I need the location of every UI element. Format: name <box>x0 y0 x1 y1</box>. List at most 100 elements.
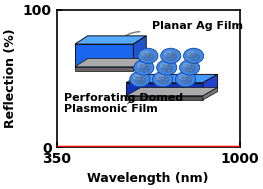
Circle shape <box>169 64 171 66</box>
Circle shape <box>145 70 147 71</box>
Text: Planar Ag Film: Planar Ag Film <box>152 21 243 31</box>
Circle shape <box>164 50 173 57</box>
Circle shape <box>192 64 194 66</box>
Circle shape <box>137 62 145 69</box>
Circle shape <box>133 74 141 80</box>
Polygon shape <box>75 44 133 67</box>
Circle shape <box>190 70 193 71</box>
Circle shape <box>166 53 169 54</box>
Circle shape <box>147 54 149 55</box>
Circle shape <box>130 72 150 87</box>
Circle shape <box>165 79 168 80</box>
Circle shape <box>173 53 175 54</box>
Circle shape <box>164 81 165 83</box>
Circle shape <box>150 53 152 54</box>
Circle shape <box>170 67 171 69</box>
Circle shape <box>188 76 190 77</box>
Circle shape <box>193 67 194 69</box>
Circle shape <box>160 62 168 69</box>
Circle shape <box>183 62 191 69</box>
Circle shape <box>163 64 164 66</box>
Circle shape <box>181 76 183 77</box>
Circle shape <box>166 66 168 67</box>
Circle shape <box>168 58 170 60</box>
Circle shape <box>162 64 173 73</box>
Circle shape <box>151 55 153 57</box>
Circle shape <box>180 60 200 75</box>
Polygon shape <box>133 36 146 67</box>
Circle shape <box>162 67 164 69</box>
Polygon shape <box>75 67 133 71</box>
Circle shape <box>181 76 192 84</box>
Circle shape <box>186 81 188 83</box>
Y-axis label: Reflection (%): Reflection (%) <box>4 29 17 128</box>
Circle shape <box>158 79 160 80</box>
Circle shape <box>189 55 191 57</box>
Circle shape <box>140 64 142 66</box>
Circle shape <box>164 70 166 71</box>
Polygon shape <box>126 74 218 83</box>
Circle shape <box>141 50 150 57</box>
Circle shape <box>145 58 147 60</box>
Circle shape <box>187 70 189 71</box>
Circle shape <box>189 66 191 67</box>
Circle shape <box>138 48 158 63</box>
Circle shape <box>156 74 164 80</box>
Circle shape <box>183 81 185 83</box>
Polygon shape <box>133 59 146 71</box>
Circle shape <box>135 79 137 80</box>
Polygon shape <box>75 59 146 67</box>
Circle shape <box>179 74 187 80</box>
Polygon shape <box>126 96 203 100</box>
Circle shape <box>188 79 190 80</box>
Circle shape <box>161 48 181 63</box>
Circle shape <box>166 53 177 61</box>
Circle shape <box>191 58 193 60</box>
Circle shape <box>136 76 138 77</box>
Circle shape <box>143 55 145 57</box>
Circle shape <box>160 81 162 83</box>
Circle shape <box>149 58 151 60</box>
Circle shape <box>184 48 204 63</box>
Circle shape <box>189 53 200 61</box>
Circle shape <box>139 67 141 69</box>
Circle shape <box>187 50 195 57</box>
Circle shape <box>181 79 183 80</box>
Circle shape <box>143 79 145 80</box>
Circle shape <box>185 64 187 66</box>
Circle shape <box>174 55 176 57</box>
Circle shape <box>141 81 143 83</box>
Circle shape <box>175 72 196 87</box>
Text: Perforating Domed
Plasmonic Film: Perforating Domed Plasmonic Film <box>64 93 183 114</box>
Circle shape <box>146 64 148 66</box>
Circle shape <box>185 67 187 69</box>
Circle shape <box>193 54 195 55</box>
Circle shape <box>144 53 146 54</box>
Circle shape <box>189 53 191 54</box>
Circle shape <box>157 60 177 75</box>
Circle shape <box>194 58 196 60</box>
Polygon shape <box>126 88 218 96</box>
Circle shape <box>159 76 160 77</box>
Polygon shape <box>75 36 146 44</box>
Circle shape <box>196 53 198 54</box>
Circle shape <box>158 76 169 84</box>
Circle shape <box>143 66 145 67</box>
Polygon shape <box>203 74 218 96</box>
Circle shape <box>185 64 196 73</box>
X-axis label: Wavelength (nm): Wavelength (nm) <box>87 172 209 185</box>
Polygon shape <box>203 88 218 100</box>
Circle shape <box>171 58 174 60</box>
Circle shape <box>134 60 154 75</box>
Circle shape <box>170 54 172 55</box>
Circle shape <box>165 76 167 77</box>
Circle shape <box>141 70 143 71</box>
Circle shape <box>139 64 150 73</box>
Circle shape <box>142 76 144 77</box>
Circle shape <box>147 67 149 69</box>
Circle shape <box>196 55 198 57</box>
Circle shape <box>143 53 154 61</box>
Polygon shape <box>126 83 203 96</box>
Circle shape <box>162 77 164 79</box>
Circle shape <box>137 81 139 83</box>
